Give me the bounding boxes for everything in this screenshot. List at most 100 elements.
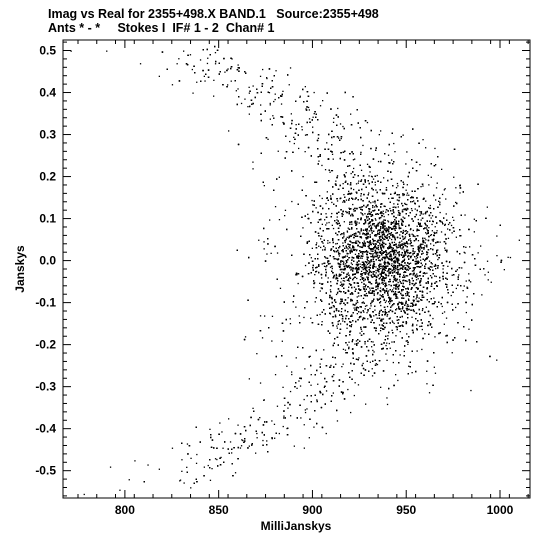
data-point bbox=[496, 255, 498, 257]
data-point bbox=[381, 266, 383, 268]
data-point bbox=[239, 447, 242, 449]
data-point bbox=[319, 290, 321, 292]
data-point bbox=[357, 342, 359, 344]
data-point bbox=[392, 210, 394, 212]
data-point bbox=[303, 316, 305, 319]
data-point bbox=[353, 234, 356, 237]
data-point bbox=[391, 329, 393, 331]
data-point bbox=[402, 134, 404, 136]
data-point bbox=[354, 158, 356, 160]
data-point bbox=[380, 295, 382, 297]
data-point bbox=[486, 206, 488, 208]
data-point bbox=[348, 280, 350, 282]
data-point bbox=[398, 307, 400, 309]
data-point bbox=[371, 346, 373, 348]
data-point bbox=[391, 159, 393, 161]
data-point bbox=[293, 136, 295, 138]
data-point bbox=[339, 269, 341, 271]
data-point bbox=[409, 262, 412, 264]
data-point bbox=[299, 95, 301, 97]
data-point bbox=[332, 121, 335, 123]
data-point bbox=[406, 184, 408, 186]
data-point bbox=[414, 235, 416, 238]
data-point bbox=[445, 213, 447, 215]
data-point bbox=[366, 304, 368, 307]
data-point bbox=[396, 182, 399, 185]
data-point bbox=[395, 374, 397, 376]
data-point bbox=[347, 248, 349, 250]
data-point bbox=[420, 211, 423, 213]
data-point bbox=[425, 200, 427, 202]
data-point bbox=[518, 239, 520, 241]
data-point bbox=[386, 305, 389, 308]
data-point bbox=[362, 214, 364, 216]
data-point bbox=[348, 257, 351, 259]
data-point bbox=[259, 75, 262, 77]
data-point bbox=[431, 283, 433, 285]
data-point bbox=[313, 426, 315, 428]
data-point bbox=[404, 236, 407, 238]
data-point bbox=[329, 289, 332, 291]
data-point bbox=[365, 269, 367, 271]
data-point bbox=[206, 62, 209, 65]
data-point bbox=[409, 267, 411, 269]
data-point bbox=[380, 130, 382, 132]
data-point bbox=[346, 255, 348, 257]
data-point bbox=[432, 317, 434, 320]
data-point bbox=[342, 280, 344, 282]
data-point bbox=[364, 317, 366, 320]
data-point bbox=[393, 206, 395, 208]
data-point bbox=[432, 303, 435, 305]
data-point bbox=[372, 240, 375, 242]
data-point bbox=[330, 170, 333, 172]
data-point bbox=[362, 301, 364, 303]
data-point bbox=[386, 311, 388, 314]
data-point bbox=[372, 239, 375, 241]
data-point bbox=[389, 317, 391, 319]
data-point bbox=[344, 256, 346, 258]
data-point bbox=[244, 98, 246, 100]
data-point bbox=[364, 242, 366, 244]
data-point bbox=[282, 425, 284, 428]
data-point bbox=[445, 317, 448, 319]
data-point bbox=[350, 300, 352, 302]
data-point bbox=[398, 279, 401, 281]
data-point bbox=[396, 199, 398, 201]
data-point bbox=[237, 88, 239, 90]
data-point bbox=[321, 197, 323, 200]
data-point bbox=[464, 252, 466, 254]
data-point bbox=[394, 262, 396, 264]
data-point bbox=[295, 124, 297, 126]
data-point bbox=[158, 468, 160, 470]
data-point bbox=[455, 201, 457, 204]
data-point bbox=[371, 220, 373, 222]
data-point bbox=[351, 213, 353, 215]
data-point bbox=[379, 330, 382, 332]
data-point bbox=[272, 115, 274, 117]
data-point bbox=[248, 378, 250, 380]
data-point bbox=[379, 237, 381, 239]
data-point bbox=[352, 203, 354, 206]
data-point bbox=[369, 242, 371, 245]
data-point bbox=[248, 92, 250, 94]
data-point bbox=[368, 226, 370, 228]
data-point bbox=[189, 54, 192, 56]
data-point bbox=[312, 126, 314, 128]
data-point bbox=[416, 225, 418, 227]
data-point bbox=[192, 92, 194, 94]
data-point bbox=[370, 241, 372, 244]
data-point bbox=[422, 185, 424, 187]
data-point bbox=[419, 256, 421, 258]
data-point bbox=[416, 230, 418, 232]
data-point bbox=[248, 445, 250, 447]
data-point bbox=[394, 261, 396, 263]
data-point bbox=[313, 91, 315, 94]
data-point bbox=[388, 242, 391, 244]
data-point bbox=[425, 227, 428, 229]
data-point bbox=[276, 405, 279, 407]
data-point bbox=[83, 493, 85, 496]
data-point bbox=[392, 291, 395, 293]
data-point bbox=[368, 292, 370, 294]
data-point bbox=[353, 286, 356, 288]
data-point bbox=[252, 168, 254, 170]
